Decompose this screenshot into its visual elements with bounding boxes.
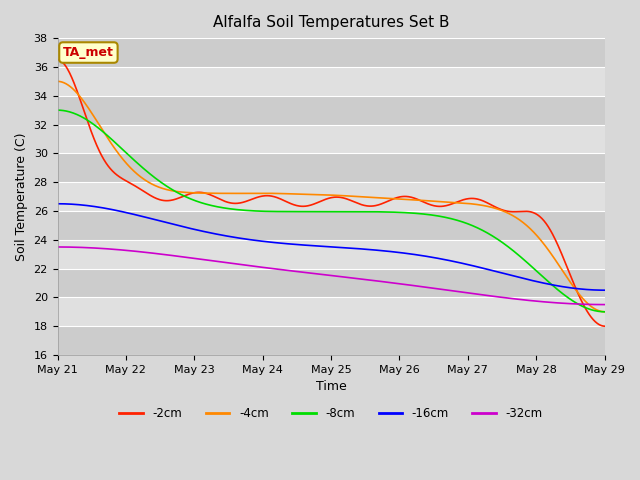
-32cm: [601, 302, 609, 308]
-32cm: [246, 263, 253, 268]
-32cm: [387, 280, 395, 286]
X-axis label: Time: Time: [316, 380, 346, 393]
Bar: [58, 240, 605, 269]
-32cm: [54, 244, 61, 250]
-16cm: [387, 249, 395, 254]
Line: -4cm: -4cm: [58, 81, 605, 312]
-8cm: [387, 209, 395, 215]
Bar: [58, 67, 605, 96]
Bar: [58, 269, 605, 298]
-2cm: [418, 198, 426, 204]
Line: -16cm: -16cm: [58, 204, 605, 290]
-8cm: [218, 205, 226, 211]
-2cm: [601, 324, 609, 329]
-4cm: [387, 196, 395, 202]
-2cm: [218, 197, 226, 203]
-8cm: [418, 211, 426, 217]
-4cm: [418, 197, 426, 203]
Y-axis label: Soil Temperature (C): Soil Temperature (C): [15, 132, 28, 261]
-4cm: [246, 191, 253, 196]
-32cm: [266, 265, 274, 271]
-16cm: [266, 239, 274, 245]
-2cm: [246, 197, 253, 203]
-32cm: [418, 284, 426, 289]
-16cm: [54, 201, 61, 207]
Bar: [58, 124, 605, 153]
-2cm: [54, 57, 61, 62]
-32cm: [218, 259, 226, 265]
-16cm: [118, 209, 125, 215]
-2cm: [266, 193, 274, 199]
-4cm: [601, 309, 609, 315]
Bar: [58, 96, 605, 124]
-16cm: [601, 288, 609, 293]
Bar: [58, 298, 605, 326]
-4cm: [118, 155, 125, 161]
Legend: -2cm, -4cm, -8cm, -16cm, -32cm: -2cm, -4cm, -8cm, -16cm, -32cm: [115, 402, 547, 424]
Line: -32cm: -32cm: [58, 247, 605, 305]
-8cm: [246, 208, 253, 214]
-16cm: [418, 253, 426, 259]
-8cm: [54, 107, 61, 113]
Bar: [58, 182, 605, 211]
-2cm: [118, 175, 125, 181]
Bar: [58, 38, 605, 67]
-8cm: [118, 146, 125, 152]
-16cm: [246, 237, 253, 242]
-8cm: [601, 309, 609, 315]
Line: -2cm: -2cm: [58, 60, 605, 326]
Title: Alfalfa Soil Temperatures Set B: Alfalfa Soil Temperatures Set B: [212, 15, 449, 30]
-4cm: [54, 78, 61, 84]
-32cm: [118, 247, 125, 253]
-4cm: [266, 191, 274, 196]
Bar: [58, 153, 605, 182]
Line: -8cm: -8cm: [58, 110, 605, 312]
Bar: [58, 211, 605, 240]
-8cm: [266, 208, 274, 214]
Bar: [58, 326, 605, 355]
Text: TA_met: TA_met: [63, 46, 114, 59]
-2cm: [387, 197, 395, 203]
-4cm: [218, 191, 226, 196]
-16cm: [218, 232, 226, 238]
